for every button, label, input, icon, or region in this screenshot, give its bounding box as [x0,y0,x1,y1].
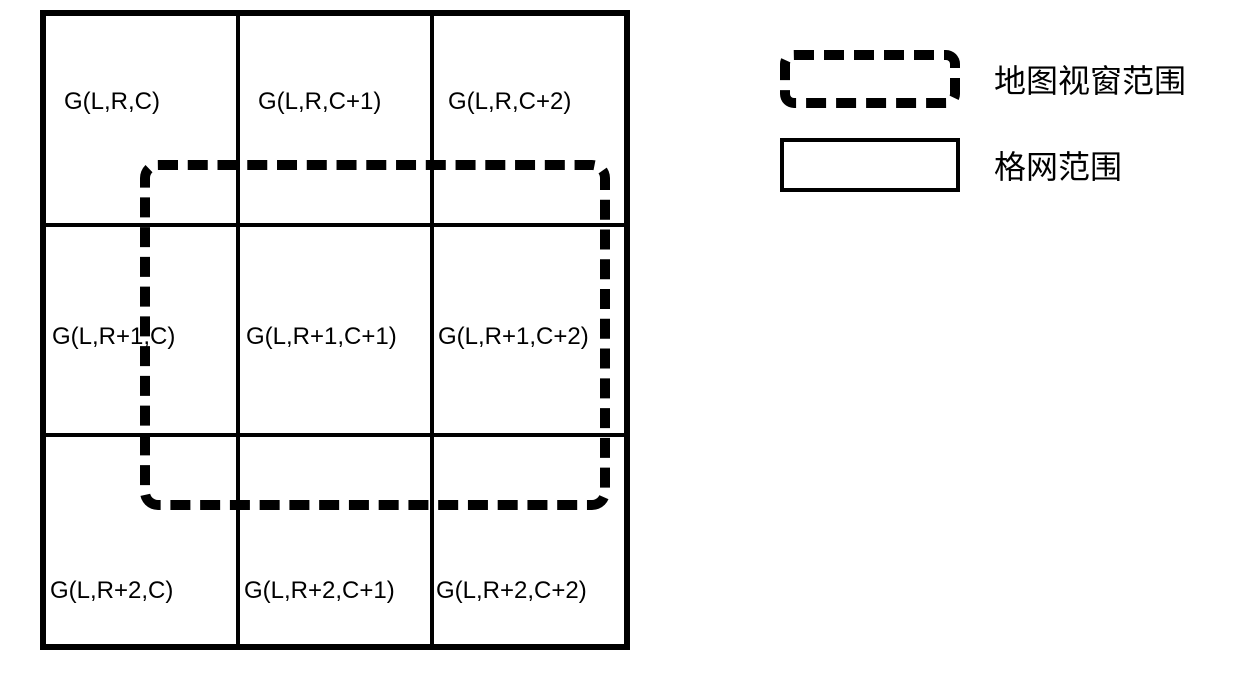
grid-cell-label: G(L,R+1,C+1) [246,323,397,351]
grid-cell: G(L,R+2,C+2) [432,435,626,646]
grid-cell-label: G(L,R,C+2) [448,88,571,116]
grid-cell: G(L,R+1,C) [44,225,238,436]
grid-cell: G(L,R,C+2) [432,14,626,225]
diagram-container: G(L,R,C) G(L,R,C+1) G(L,R,C+2) G(L,R+1,C… [40,10,630,650]
legend-item-grid: 格网范围 [780,138,1210,192]
legend-swatch-dashed [780,50,960,108]
legend: 地图视窗范围 格网范围 [780,50,1210,222]
legend-label: 地图视窗范围 [994,56,1186,102]
legend-item-viewport: 地图视窗范围 [780,50,1210,108]
legend-label: 格网范围 [994,142,1122,188]
grid-cell-label: G(L,R+2,C+2) [436,577,587,605]
grid-cell: G(L,R+1,C+2) [432,225,626,436]
grid-cell-label: G(L,R,C+1) [258,88,381,116]
grid: G(L,R,C) G(L,R,C+1) G(L,R,C+2) G(L,R+1,C… [40,10,630,650]
grid-cell: G(L,R+2,C) [44,435,238,646]
grid-cell-label: G(L,R+2,C+1) [244,577,395,605]
grid-cell: G(L,R+1,C+1) [238,225,432,436]
grid-cell-label: G(L,R+2,C) [50,577,173,605]
grid-cell: G(L,R+2,C+1) [238,435,432,646]
grid-cell-label: G(L,R+1,C+2) [438,323,589,351]
grid-cell: G(L,R,C+1) [238,14,432,225]
grid-cell: G(L,R,C) [44,14,238,225]
legend-swatch-solid [780,138,960,192]
grid-cell-label: G(L,R,C) [64,88,160,116]
grid-cell-label: G(L,R+1,C) [52,323,175,351]
